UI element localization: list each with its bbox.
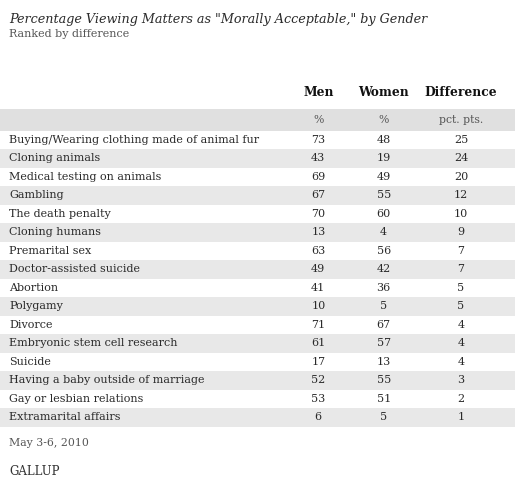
Text: 13: 13	[311, 228, 325, 237]
Text: Women: Women	[358, 86, 409, 100]
Text: 67: 67	[376, 320, 391, 330]
Text: Abortion: Abortion	[9, 283, 58, 293]
Text: 49: 49	[311, 264, 325, 274]
Text: 73: 73	[311, 135, 325, 145]
Text: 67: 67	[311, 190, 325, 200]
Text: Percentage Viewing Matters as "Morally Acceptable," by Gender: Percentage Viewing Matters as "Morally A…	[9, 12, 427, 26]
Text: 63: 63	[311, 246, 325, 256]
Text: 17: 17	[311, 357, 325, 367]
Text: 53: 53	[311, 394, 325, 404]
Text: 20: 20	[454, 172, 468, 182]
Text: pct. pts.: pct. pts.	[439, 114, 483, 124]
Text: 55: 55	[376, 375, 391, 386]
Text: 4: 4	[457, 320, 465, 330]
Text: 2: 2	[457, 394, 465, 404]
Text: Embryonic stem cell research: Embryonic stem cell research	[9, 338, 178, 348]
Text: 1: 1	[457, 412, 465, 422]
Text: 4: 4	[457, 357, 465, 367]
Text: GALLUP: GALLUP	[9, 465, 60, 478]
Text: 13: 13	[376, 357, 391, 367]
Text: 7: 7	[457, 246, 465, 256]
Text: 5: 5	[380, 301, 387, 311]
Text: 60: 60	[376, 209, 391, 219]
Text: 69: 69	[311, 172, 325, 182]
Text: 36: 36	[376, 283, 391, 293]
Text: 56: 56	[376, 246, 391, 256]
Text: Cloning humans: Cloning humans	[9, 228, 101, 237]
Text: 41: 41	[311, 283, 325, 293]
Text: Medical testing on animals: Medical testing on animals	[9, 172, 162, 182]
Text: 4: 4	[457, 338, 465, 348]
Text: 70: 70	[311, 209, 325, 219]
Text: 5: 5	[457, 283, 465, 293]
Text: Men: Men	[303, 86, 334, 100]
Text: 19: 19	[376, 154, 391, 164]
Text: 61: 61	[311, 338, 325, 348]
Text: The death penalty: The death penalty	[9, 209, 111, 219]
Text: Divorce: Divorce	[9, 320, 53, 330]
Text: Gay or lesbian relations: Gay or lesbian relations	[9, 394, 144, 404]
Text: %: %	[313, 114, 323, 124]
Text: 10: 10	[454, 209, 468, 219]
Text: 10: 10	[311, 301, 325, 311]
Text: Premarital sex: Premarital sex	[9, 246, 92, 256]
Text: Buying/Wearing clothing made of animal fur: Buying/Wearing clothing made of animal f…	[9, 135, 260, 145]
Text: 7: 7	[457, 264, 465, 274]
Text: Ranked by difference: Ranked by difference	[9, 29, 129, 39]
Text: Polygamy: Polygamy	[9, 301, 63, 311]
Text: 43: 43	[311, 154, 325, 164]
Text: 51: 51	[376, 394, 391, 404]
Text: 52: 52	[311, 375, 325, 386]
Text: Cloning animals: Cloning animals	[9, 154, 100, 164]
Text: 5: 5	[457, 301, 465, 311]
Text: 71: 71	[311, 320, 325, 330]
Text: 25: 25	[454, 135, 468, 145]
Text: 5: 5	[380, 412, 387, 422]
Text: Having a baby outside of marriage: Having a baby outside of marriage	[9, 375, 205, 386]
Text: May 3-6, 2010: May 3-6, 2010	[9, 438, 89, 448]
Text: Doctor-assisted suicide: Doctor-assisted suicide	[9, 264, 140, 274]
Text: Suicide: Suicide	[9, 357, 51, 367]
Text: 49: 49	[376, 172, 391, 182]
Text: Extramarital affairs: Extramarital affairs	[9, 412, 121, 422]
Text: Gambling: Gambling	[9, 190, 64, 200]
Text: 12: 12	[454, 190, 468, 200]
Text: 55: 55	[376, 190, 391, 200]
Text: 48: 48	[376, 135, 391, 145]
Text: 57: 57	[376, 338, 391, 348]
Text: 42: 42	[376, 264, 391, 274]
Text: Difference: Difference	[424, 86, 497, 100]
Text: 4: 4	[380, 228, 387, 237]
Text: 6: 6	[315, 412, 322, 422]
Text: 3: 3	[457, 375, 465, 386]
Text: 24: 24	[454, 154, 468, 164]
Text: 9: 9	[457, 228, 465, 237]
Text: %: %	[379, 114, 389, 124]
